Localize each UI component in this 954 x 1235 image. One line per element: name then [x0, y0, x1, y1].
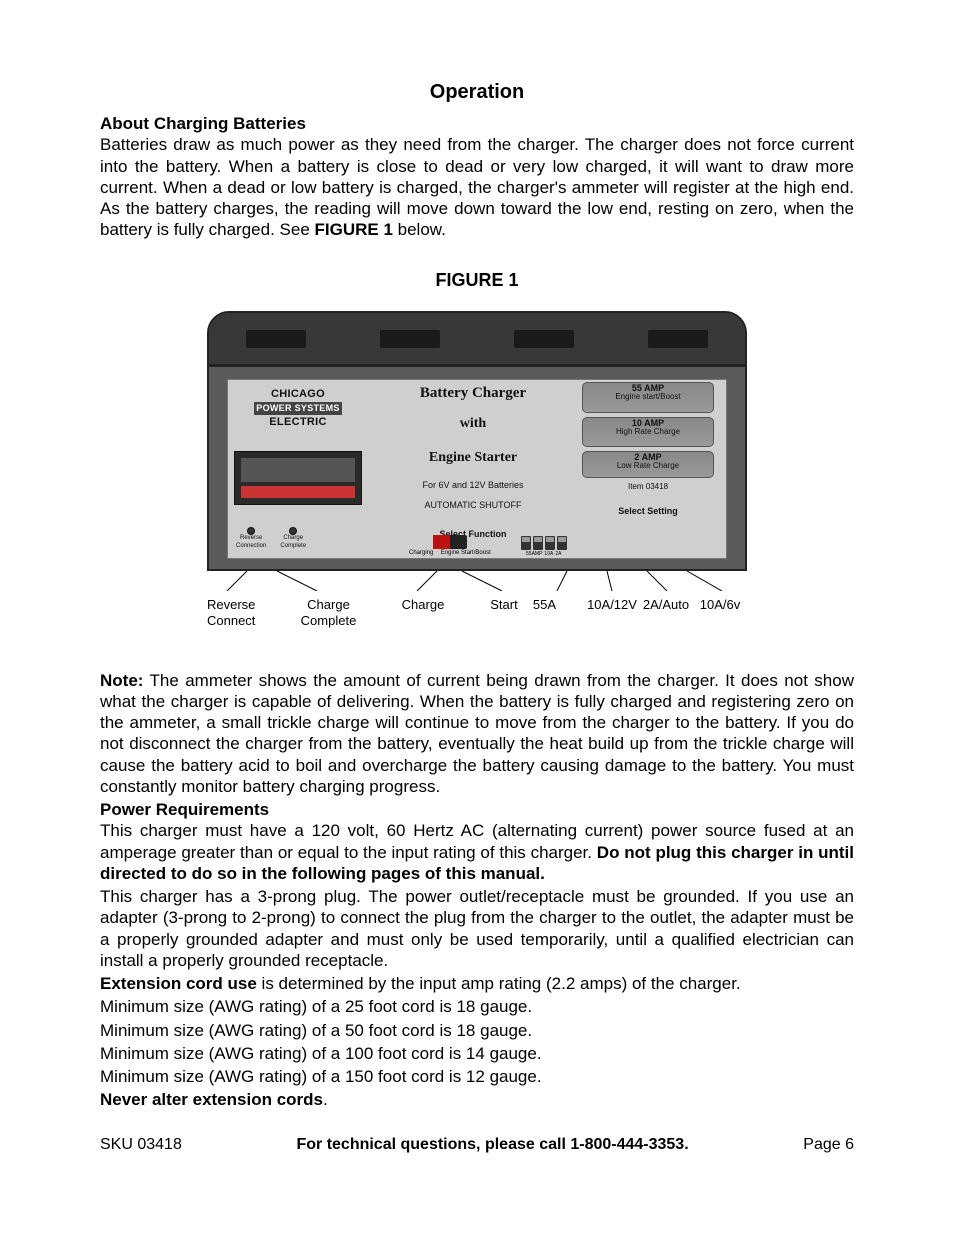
reverse-led-icon	[247, 527, 255, 535]
device-subtitle-1: For 6V and 12V Batteries	[368, 480, 578, 500]
function-switch: Charging Engine Start/Boost	[409, 535, 491, 558]
footer-sku: SKU 03418	[100, 1135, 182, 1155]
device-subtitle-2: AUTOMATIC SHUTOFF	[368, 500, 578, 525]
amp-box-10: 10 AMPHigh Rate Charge	[582, 417, 714, 448]
device-illustration: CHICAGO POWER SYSTEMS ELECTRIC Battery C…	[207, 311, 747, 571]
page-title: Operation	[100, 80, 854, 105]
section1: About Charging Batteries Batteries draw …	[100, 113, 854, 241]
ext-bold: Extension cord use	[100, 974, 257, 993]
cord-spec-3: Minimum size (AWG rating) of a 100 foot …	[100, 1043, 854, 1064]
never-alter: Never alter extension cords.	[100, 1089, 854, 1110]
amp-box-55: 55 AMPEngine start/Boost	[582, 382, 714, 413]
ext-rest: is determined by the input amp rating (2…	[257, 974, 741, 993]
note-label: Note:	[100, 671, 143, 690]
vent-slot	[380, 330, 440, 348]
device-title-1: Battery Charger	[368, 380, 578, 415]
footer-page: Page 6	[803, 1135, 854, 1155]
section1-body-end: below.	[393, 220, 446, 239]
section2-p2: This charger has a 3-prong plug. The pow…	[100, 886, 854, 971]
figure-1: CHICAGO POWER SYSTEMS ELECTRIC Battery C…	[100, 311, 854, 630]
section2-title: Power Requirements	[100, 800, 269, 819]
footer-phone: For technical questions, please call 1-8…	[296, 1135, 688, 1155]
setting-dipswitch: 55AMP 10A 2A	[521, 536, 567, 557]
figure-ref: FIGURE 1	[315, 220, 393, 239]
led-row: ReverseConnection ChargeComplete	[228, 525, 368, 558]
amp-box-2: 2 AMPLow Rate Charge	[582, 451, 714, 478]
page-footer: SKU 03418 For technical questions, pleas…	[100, 1135, 854, 1155]
device-title-3: Engine Starter	[368, 449, 578, 480]
cord-spec-4: Minimum size (AWG rating) of a 150 foot …	[100, 1066, 854, 1087]
section2: Power Requirements This charger must hav…	[100, 799, 854, 884]
cord-spec-2: Minimum size (AWG rating) of a 50 foot c…	[100, 1020, 854, 1041]
brand-label: CHICAGO POWER SYSTEMS ELECTRIC	[228, 380, 368, 449]
figure-label: FIGURE 1	[100, 269, 854, 292]
select-setting-label: Select Setting	[578, 500, 718, 525]
callout-labels: ReverseConnect ChargeComplete Charge Sta…	[207, 597, 747, 630]
note-body: The ammeter shows the amount of current …	[100, 671, 854, 796]
extension-cord-intro: Extension cord use is determined by the …	[100, 973, 854, 994]
section1-body: Batteries draw as much power as they nee…	[100, 135, 854, 239]
callout-lines	[207, 571, 747, 591]
vent-slot	[648, 330, 708, 348]
ammeter-display	[234, 451, 362, 505]
device-title-2: with	[368, 415, 578, 450]
charge-complete-led-icon	[289, 527, 297, 535]
vent-slot	[246, 330, 306, 348]
cord-spec-1: Minimum size (AWG rating) of a 25 foot c…	[100, 996, 854, 1017]
item-number: Item 03418	[578, 480, 718, 500]
note-paragraph: Note: The ammeter shows the amount of cu…	[100, 670, 854, 798]
vent-slot	[514, 330, 574, 348]
section1-title: About Charging Batteries	[100, 114, 306, 133]
